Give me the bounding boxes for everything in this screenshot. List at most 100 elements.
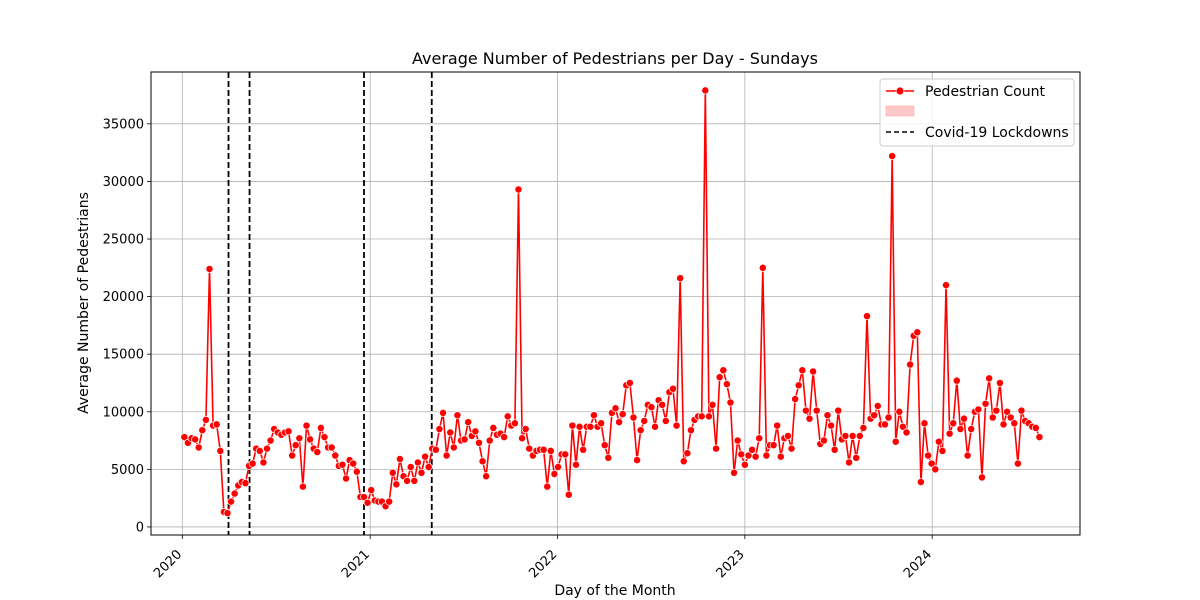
legend-series-marker [895, 86, 905, 96]
data-point [201, 415, 210, 424]
data-point [855, 432, 864, 440]
data-point [719, 366, 728, 375]
data-point [223, 509, 232, 518]
data-point [809, 367, 818, 376]
data-point [708, 400, 717, 409]
data-point [629, 413, 638, 422]
data-point [316, 423, 325, 432]
data-point [891, 437, 900, 446]
data-point [352, 467, 361, 476]
data-point [949, 419, 958, 428]
data-point [1031, 423, 1040, 432]
data-point [306, 435, 315, 444]
data-point [960, 414, 968, 423]
data-point [546, 446, 555, 455]
data-point [927, 459, 936, 468]
data-point [385, 497, 394, 506]
data-point [561, 450, 570, 459]
data-point [863, 312, 871, 321]
data-point [988, 413, 997, 422]
legend: Pedestrian Count Covid-19 Lockdowns [879, 78, 1075, 147]
data-point [712, 444, 721, 453]
data-point [827, 421, 836, 430]
data-point [687, 426, 695, 435]
data-point [568, 421, 577, 430]
data-point [762, 451, 771, 460]
data-point [478, 457, 487, 466]
legend-box [879, 78, 1075, 147]
data-point [920, 419, 929, 428]
data-point [413, 458, 422, 467]
data-point [338, 460, 347, 469]
data-point [611, 404, 620, 413]
data-point [848, 432, 857, 440]
data-point [360, 493, 368, 501]
data-point [482, 472, 491, 481]
data-point [956, 425, 965, 433]
data-point [1010, 419, 1019, 428]
data-point [410, 476, 419, 485]
data-point [388, 468, 397, 477]
data-point [349, 459, 358, 468]
y-tick-label: 25000 [103, 233, 144, 248]
legend-lockdown-label: Covid-19 Lockdowns [925, 125, 1069, 141]
data-point [916, 478, 925, 486]
data-point [205, 265, 214, 273]
data-point [518, 434, 527, 443]
x-axis-label: Day of the Month [554, 583, 675, 599]
data-point [266, 436, 275, 445]
data-point [704, 412, 713, 421]
data-point [575, 422, 584, 431]
data-point [446, 428, 455, 437]
data-point [291, 441, 300, 450]
data-point [755, 434, 764, 443]
data-point [395, 455, 404, 463]
data-point [758, 263, 767, 272]
data-point [737, 450, 746, 459]
data-point [392, 480, 401, 489]
data-point [227, 497, 236, 506]
data-point [999, 420, 1008, 429]
data-point [888, 152, 897, 161]
data-point [1013, 459, 1022, 468]
lockdown-lines [227, 72, 433, 535]
plot-frame [150, 71, 1081, 536]
data-point [241, 479, 250, 488]
data-point [787, 444, 796, 453]
data-point [313, 448, 322, 457]
data-point [572, 460, 580, 469]
data-point [298, 482, 307, 491]
data-point [284, 427, 293, 436]
data-point [212, 420, 221, 429]
data-point [295, 434, 304, 443]
data-point [715, 373, 724, 382]
data-point [895, 407, 904, 416]
data-point [464, 418, 473, 427]
data-point [543, 482, 552, 491]
data-point [564, 490, 573, 499]
data-point [331, 451, 340, 460]
chart-title: Average Number of Pedestrians per Day - … [412, 49, 818, 68]
data-point [898, 422, 907, 431]
y-tick-label: 20000 [103, 290, 144, 305]
data-point [995, 379, 1004, 387]
data-point [974, 405, 983, 414]
series [180, 86, 1044, 518]
data-point [748, 445, 756, 454]
data-point [812, 406, 821, 415]
data-point [302, 421, 311, 430]
data-point [597, 419, 606, 428]
data-point [449, 443, 458, 452]
data-point [453, 411, 462, 420]
data-point [431, 445, 440, 454]
data-point [1035, 433, 1044, 442]
data-point [421, 452, 430, 461]
y-tick-label: 10000 [103, 405, 144, 420]
data-point [884, 413, 893, 422]
data-point [1006, 413, 1015, 422]
data-point [801, 406, 810, 415]
data-point [942, 281, 950, 290]
data-point [661, 417, 670, 425]
data-point [784, 432, 792, 440]
